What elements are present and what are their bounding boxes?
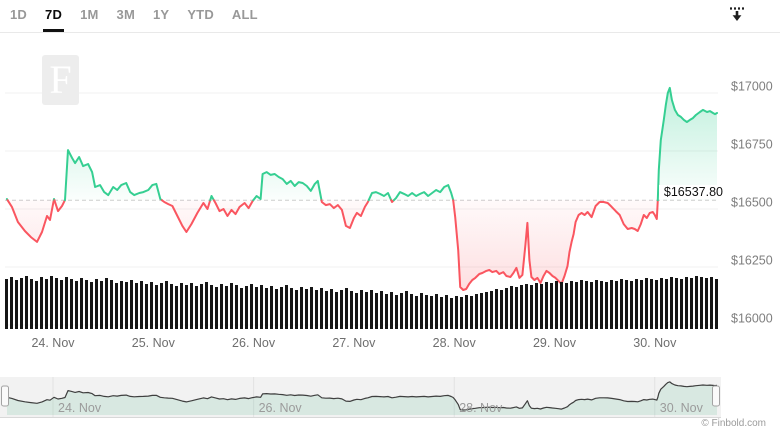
- range-tab-1d[interactable]: 1D: [10, 7, 28, 22]
- navigator[interactable]: [0, 377, 721, 418]
- finbold-credit: © Finbold.com: [701, 418, 766, 429]
- axis-label: 26. Nov: [259, 401, 303, 415]
- axis-label: $17000: [731, 80, 773, 94]
- axis-label: 26. Nov: [232, 336, 276, 350]
- download-chart-icon[interactable]: [727, 5, 747, 25]
- navigator-labels: 24. Nov 26. Nov 28. Nov 30. Nov: [58, 401, 704, 415]
- axis-label: 28. Nov: [433, 336, 477, 350]
- axis-label: 24. Nov: [58, 401, 102, 415]
- y-axis-labels: $17000 $16750 $16500 $16250 $16000: [731, 80, 773, 326]
- axis-label: $16500: [731, 196, 773, 210]
- axis-label: $16750: [731, 138, 773, 152]
- volume-series: [5, 276, 718, 329]
- axis-label: 28. Nov: [459, 401, 503, 415]
- range-tab-3m[interactable]: 3M: [116, 7, 135, 22]
- range-tab-ytd[interactable]: YTD: [187, 7, 214, 22]
- current-price-label: $16537.80: [659, 185, 723, 199]
- axis-label: 25. Nov: [132, 336, 176, 350]
- finbold-logo: F: [42, 55, 79, 105]
- range-selector-bar: 1D 7D 1M 3M 1Y YTD ALL: [0, 0, 780, 33]
- navigator-handle-left[interactable]: [1, 385, 9, 407]
- axis-label: 24. Nov: [31, 336, 75, 350]
- navigator-series[interactable]: [6, 381, 718, 411]
- axis-label: 27. Nov: [332, 336, 376, 350]
- axis-label: $16000: [731, 312, 773, 326]
- x-axis-labels: 24. Nov 25. Nov 26. Nov 27. Nov 28. Nov 29. N…: [31, 336, 677, 350]
- range-tab-all[interactable]: ALL: [231, 7, 258, 22]
- axis-label: 30. Nov: [633, 336, 677, 350]
- range-tab-7d[interactable]: 7D: [43, 0, 65, 32]
- axis-label: $16250: [731, 254, 773, 268]
- range-tabs: 1D 7D 1M 3M 1Y YTD ALL: [0, 0, 260, 32]
- price-area-fills: [6, 87, 717, 290]
- range-tab-1m[interactable]: 1M: [80, 7, 99, 22]
- range-tab-1y[interactable]: 1Y: [153, 7, 170, 22]
- axis-label: 30. Nov: [660, 401, 704, 415]
- price-series[interactable]: [5, 86, 718, 291]
- finbold-logo-letter: F: [49, 57, 72, 102]
- navigator-handle-right[interactable]: [712, 385, 720, 407]
- axis-label: 29. Nov: [533, 336, 577, 350]
